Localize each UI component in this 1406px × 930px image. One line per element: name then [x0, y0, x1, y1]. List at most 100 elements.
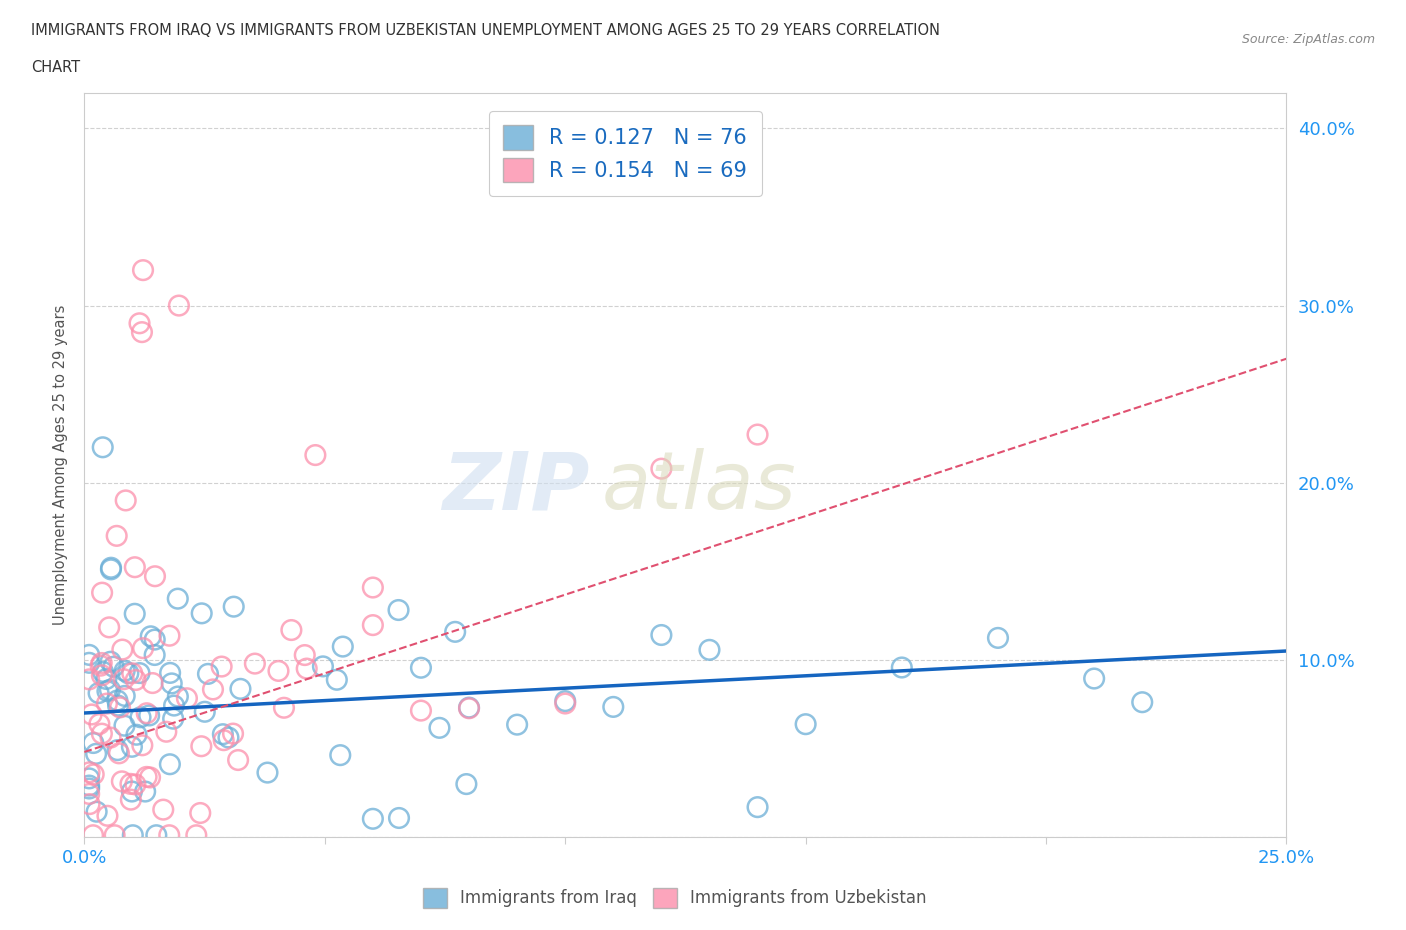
Point — [135, 769, 157, 784]
Point — [166, 591, 188, 606]
Point — [222, 599, 245, 614]
Point — [121, 666, 143, 681]
Legend: R = 0.127   N = 76, R = 0.154   N = 69: R = 0.127 N = 76, R = 0.154 N = 69 — [489, 111, 762, 196]
Point — [108, 746, 131, 761]
Point — [458, 700, 481, 715]
Point — [211, 659, 233, 674]
Point — [456, 777, 478, 791]
Point — [794, 717, 817, 732]
Point — [159, 629, 181, 644]
Point — [143, 632, 166, 647]
Point — [96, 671, 118, 686]
Point — [120, 792, 142, 807]
Point — [361, 811, 384, 826]
Point — [128, 666, 150, 681]
Point — [131, 325, 153, 339]
Point — [409, 660, 432, 675]
Point — [96, 697, 118, 711]
Point — [128, 316, 150, 331]
Point — [107, 698, 129, 713]
Point — [82, 736, 104, 751]
Point — [304, 447, 326, 462]
Point — [217, 730, 239, 745]
Point — [125, 672, 148, 687]
Point — [163, 698, 186, 713]
Point — [120, 777, 142, 791]
Point — [114, 493, 136, 508]
Point — [91, 440, 114, 455]
Point — [77, 771, 100, 786]
Point — [107, 743, 129, 758]
Point — [139, 629, 162, 644]
Point — [273, 700, 295, 715]
Point — [409, 703, 432, 718]
Point — [104, 828, 127, 843]
Text: atlas: atlas — [602, 448, 796, 526]
Point — [280, 622, 302, 637]
Point — [77, 787, 100, 802]
Point — [747, 427, 769, 442]
Point — [90, 656, 112, 671]
Point — [506, 717, 529, 732]
Point — [329, 748, 352, 763]
Point — [98, 620, 121, 635]
Point — [77, 778, 100, 793]
Point — [96, 684, 118, 698]
Point — [100, 560, 122, 575]
Point — [160, 676, 183, 691]
Y-axis label: Unemployment Among Ages 25 to 29 years: Unemployment Among Ages 25 to 29 years — [53, 305, 69, 625]
Point — [107, 693, 129, 708]
Point — [312, 659, 335, 674]
Point — [429, 721, 451, 736]
Point — [201, 682, 224, 697]
Point — [212, 733, 235, 748]
Point — [129, 710, 152, 724]
Point — [124, 560, 146, 575]
Point — [111, 774, 134, 789]
Point — [91, 585, 114, 600]
Point — [114, 718, 136, 733]
Point — [141, 675, 163, 690]
Point — [186, 828, 208, 843]
Point — [117, 666, 139, 681]
Point — [82, 828, 104, 843]
Point — [602, 699, 624, 714]
Point — [197, 667, 219, 682]
Text: CHART: CHART — [31, 60, 80, 75]
Point — [112, 671, 135, 686]
Point — [90, 668, 112, 683]
Point — [294, 647, 316, 662]
Point — [212, 726, 235, 741]
Point — [114, 688, 136, 703]
Point — [77, 647, 100, 662]
Point — [91, 665, 114, 680]
Point — [121, 784, 143, 799]
Point — [444, 624, 467, 639]
Point — [890, 660, 912, 675]
Point — [157, 828, 180, 843]
Point — [132, 262, 155, 277]
Point — [295, 661, 318, 676]
Point — [114, 663, 136, 678]
Point — [226, 752, 249, 767]
Point — [77, 672, 100, 687]
Point — [145, 828, 167, 843]
Point — [159, 757, 181, 772]
Point — [190, 606, 212, 621]
Point — [138, 708, 160, 723]
Point — [1130, 695, 1153, 710]
Point — [458, 701, 481, 716]
Point — [229, 682, 252, 697]
Point — [256, 765, 278, 780]
Point — [124, 777, 146, 792]
Point — [361, 618, 384, 632]
Point — [77, 656, 100, 671]
Point — [105, 528, 128, 543]
Point — [90, 658, 112, 673]
Point — [98, 683, 121, 698]
Point — [80, 707, 103, 722]
Point — [143, 647, 166, 662]
Point — [77, 781, 100, 796]
Point — [190, 738, 212, 753]
Point — [222, 726, 245, 741]
